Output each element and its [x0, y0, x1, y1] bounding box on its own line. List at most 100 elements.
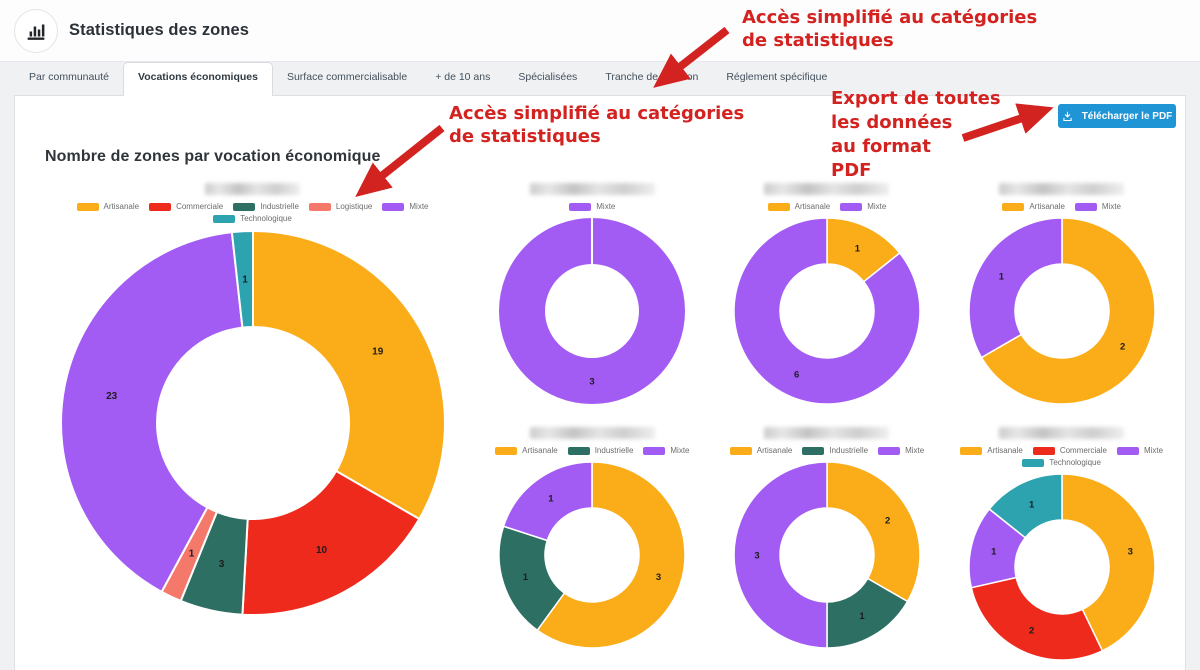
tab-par-communaute[interactable]: Par communauté: [29, 71, 109, 83]
donut-slice-mixte[interactable]: [503, 461, 594, 542]
chart-legend: Artisanale Commerciale Industrielle Logisti…: [43, 202, 463, 223]
legend-swatch: [878, 446, 901, 455]
slice-value: 2: [885, 515, 890, 526]
chart-title-redacted: [529, 183, 655, 195]
download-icon: [1062, 111, 1073, 122]
chart-title-redacted: [999, 183, 1125, 195]
legend-item-technologique[interactable]: Technologique: [213, 214, 292, 223]
slice-value: 1: [188, 549, 194, 560]
chart-legend: Artisanale Industrielle Mixte: [495, 446, 690, 455]
download-pdf-button[interactable]: Télécharger le PDF: [1058, 104, 1176, 128]
legend-label: Artisanale: [756, 446, 793, 455]
legend-label: Mixte: [409, 202, 429, 211]
donut-slice-technologique[interactable]: [988, 473, 1063, 539]
legend-swatch: [1032, 446, 1055, 455]
legend-item-artisanale[interactable]: Artisanale: [767, 202, 830, 211]
donut-slice-artisanale[interactable]: [536, 461, 687, 649]
donut-slice-artisanale[interactable]: [980, 217, 1156, 405]
donut-chart: 21: [967, 217, 1156, 405]
tab-de-10-ans[interactable]: + de 10 ans: [435, 71, 491, 83]
chart-1: Artisanale Commerciale Industrielle Logisti…: [30, 178, 475, 618]
legend-item-mixte[interactable]: Mixte: [1074, 202, 1122, 211]
card-toolbar: Télécharger le PDF: [30, 104, 1179, 128]
legend-label: Industrielle: [829, 446, 869, 455]
legend-swatch: [149, 202, 172, 211]
chart-legend: Artisanale Mixte: [767, 202, 886, 211]
legend-label: Technologique: [240, 214, 292, 223]
legend-swatch: [840, 202, 863, 211]
legend-item-artisanale[interactable]: Artisanale: [960, 446, 1023, 455]
legend-swatch: [960, 446, 983, 455]
donut-slice-mixte[interactable]: [59, 231, 243, 593]
legend-item-logistique[interactable]: Logistique: [308, 202, 372, 211]
slice-value: 1: [242, 275, 248, 286]
legend-label: Mixte: [1101, 202, 1122, 211]
legend-item-mixte[interactable]: Mixte: [878, 446, 924, 455]
slice-value: 2: [1120, 341, 1125, 352]
legend-item-artisanale[interactable]: Artisanale: [495, 446, 558, 455]
bar-chart-icon: [14, 8, 58, 53]
legend-swatch: [567, 446, 590, 455]
donut-slice-mixte[interactable]: [967, 217, 1063, 359]
chart-title-redacted: [999, 427, 1125, 439]
legend-swatch: [643, 446, 666, 455]
legend-swatch: [569, 202, 592, 211]
legend-item-mixte[interactable]: Mixte: [643, 446, 690, 455]
legend-label: Industrielle: [594, 446, 634, 455]
chart-legend: Artisanale Commerciale Mixte Technologique: [944, 446, 1179, 467]
legend-item-commerciale[interactable]: Commerciale: [149, 202, 223, 211]
tab-vocations-economiques[interactable]: Vocations économiques: [122, 62, 273, 96]
donut-slice-commerciale[interactable]: [240, 470, 420, 616]
slice-value: 3: [656, 572, 661, 583]
chart-7: Artisanale Commerciale Mixte Technologique 3…: [944, 422, 1179, 662]
legend-label: Artisanale: [1029, 202, 1065, 211]
chart-legend: Mixte: [569, 202, 615, 211]
legend-label: Technologique: [1049, 458, 1101, 467]
donut-slice-technologique[interactable]: [230, 230, 254, 329]
donut-chart: 3: [499, 218, 686, 404]
donut-slice-artisanale[interactable]: [1060, 473, 1156, 652]
content-card: Télécharger le PDF Nombre de zones par v…: [14, 95, 1186, 670]
legend-item-artisanale[interactable]: Artisanale: [729, 446, 793, 455]
donut-slice-mixte[interactable]: [733, 217, 921, 405]
legend-item-mixte[interactable]: Mixte: [1116, 446, 1163, 455]
slice-value: 3: [1127, 547, 1132, 558]
legend-swatch: [76, 202, 99, 211]
donut-slice-mixte[interactable]: [733, 461, 828, 649]
chart-title-redacted: [529, 427, 655, 439]
slice-value: 6: [794, 369, 799, 380]
chart-6: Artisanale Industrielle Mixte 2 1 3: [710, 422, 945, 662]
chart-legend: Artisanale Industrielle Mixte: [729, 446, 924, 455]
legend-label: Commerciale: [1059, 446, 1107, 455]
chart-4: Artisanale Mixte 2 1: [944, 178, 1179, 406]
legend-swatch: [1074, 202, 1097, 211]
legend-item-mixte[interactable]: Mixte: [382, 202, 429, 211]
slice-value: 10: [315, 545, 327, 556]
legend-item-industrielle[interactable]: Industrielle: [233, 202, 299, 211]
legend-item-mixte[interactable]: Mixte: [569, 202, 615, 211]
legend-item-technologique[interactable]: Technologique: [1022, 458, 1101, 467]
donut-chart: 2 1 3: [733, 461, 921, 649]
tab-tranche-de-creation[interactable]: Tranche de création: [605, 71, 699, 83]
chart-3: Artisanale Mixte 1 6: [710, 178, 945, 406]
legend-swatch: [1116, 446, 1139, 455]
slice-value: 23: [106, 391, 118, 402]
donut-slice-artisanale[interactable]: [826, 461, 921, 603]
legend-item-industrielle[interactable]: Industrielle: [802, 446, 868, 455]
legend-item-industrielle[interactable]: Industrielle: [567, 446, 634, 455]
tab-specialisees[interactable]: Spécialisées: [518, 71, 578, 83]
legend-label: Mixte: [867, 202, 887, 211]
legend-item-artisanale[interactable]: Artisanale: [76, 202, 139, 211]
app-header: Statistiques des zones: [0, 0, 1200, 62]
page-title: Statistiques des zones: [69, 21, 250, 39]
legend-item-mixte[interactable]: Mixte: [840, 202, 886, 211]
slice-value: 1: [549, 494, 555, 505]
legend-item-artisanale[interactable]: Artisanale: [1002, 202, 1065, 211]
slice-value: 1: [1029, 499, 1035, 510]
tab-reglement-specifique[interactable]: Réglement spécifique: [726, 71, 828, 83]
donut-slice-artisanale[interactable]: [251, 230, 446, 520]
legend-label: Mixte: [596, 202, 616, 211]
tab-surface-commercialisable[interactable]: Surface commercialisable: [286, 71, 408, 83]
donut-slice-commerciale[interactable]: [970, 576, 1103, 661]
legend-item-commerciale[interactable]: Commerciale: [1032, 446, 1107, 455]
